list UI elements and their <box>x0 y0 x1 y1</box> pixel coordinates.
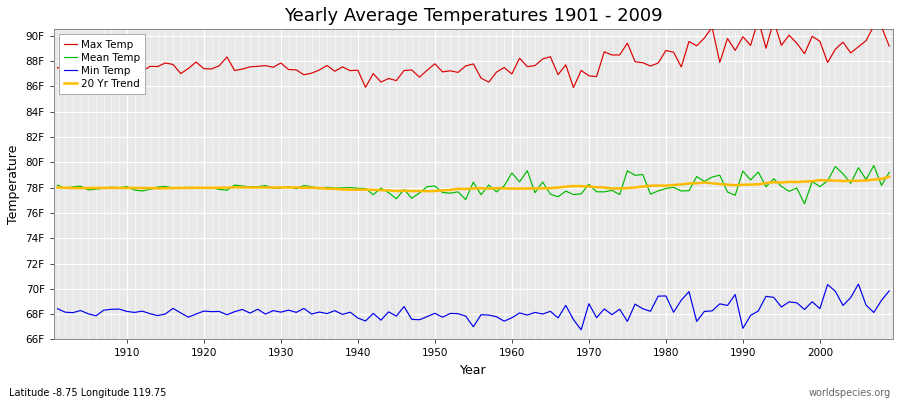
Max Temp <box>753 17 764 22</box>
Mean Temp <box>799 202 810 206</box>
Mean Temp <box>52 183 63 188</box>
Mean Temp <box>113 186 124 190</box>
Max Temp <box>507 72 517 76</box>
20 Yr Trend <box>514 186 525 191</box>
20 Yr Trend <box>607 186 617 191</box>
Mean Temp <box>284 184 294 189</box>
Min Temp <box>329 308 340 313</box>
Text: Latitude -8.75 Longitude 119.75: Latitude -8.75 Longitude 119.75 <box>9 388 166 398</box>
Min Temp <box>113 307 124 312</box>
Y-axis label: Temperature: Temperature <box>7 145 20 224</box>
Legend: Max Temp, Mean Temp, Min Temp, 20 Yr Trend: Max Temp, Mean Temp, Min Temp, 20 Yr Tre… <box>58 34 145 94</box>
Min Temp <box>884 288 895 293</box>
Line: Min Temp: Min Temp <box>58 284 889 330</box>
Min Temp <box>52 306 63 311</box>
Mean Temp <box>507 170 517 175</box>
Title: Yearly Average Temperatures 1901 - 2009: Yearly Average Temperatures 1901 - 2009 <box>284 7 662 25</box>
Max Temp <box>884 44 895 48</box>
Max Temp <box>329 69 340 74</box>
Min Temp <box>576 328 587 332</box>
Max Temp <box>607 52 617 57</box>
Max Temp <box>568 85 579 90</box>
20 Yr Trend <box>284 185 294 190</box>
Text: worldspecies.org: worldspecies.org <box>809 388 891 398</box>
Mean Temp <box>868 163 879 168</box>
Mean Temp <box>598 190 609 194</box>
20 Yr Trend <box>507 186 517 191</box>
Min Temp <box>499 319 509 324</box>
20 Yr Trend <box>884 174 895 179</box>
20 Yr Trend <box>422 189 433 194</box>
Min Temp <box>284 308 294 312</box>
Max Temp <box>52 66 63 70</box>
Line: Max Temp: Max Temp <box>58 20 889 88</box>
Min Temp <box>607 312 617 317</box>
X-axis label: Year: Year <box>460 364 487 377</box>
Line: 20 Yr Trend: 20 Yr Trend <box>58 177 889 191</box>
20 Yr Trend <box>52 185 63 190</box>
Min Temp <box>507 315 517 320</box>
Max Temp <box>284 67 294 72</box>
20 Yr Trend <box>329 186 340 191</box>
Max Temp <box>499 65 509 70</box>
Max Temp <box>113 62 124 67</box>
Mean Temp <box>499 184 509 188</box>
20 Yr Trend <box>113 186 124 190</box>
Mean Temp <box>884 170 895 175</box>
Mean Temp <box>329 186 340 190</box>
Min Temp <box>853 282 864 286</box>
Line: Mean Temp: Mean Temp <box>58 166 889 204</box>
